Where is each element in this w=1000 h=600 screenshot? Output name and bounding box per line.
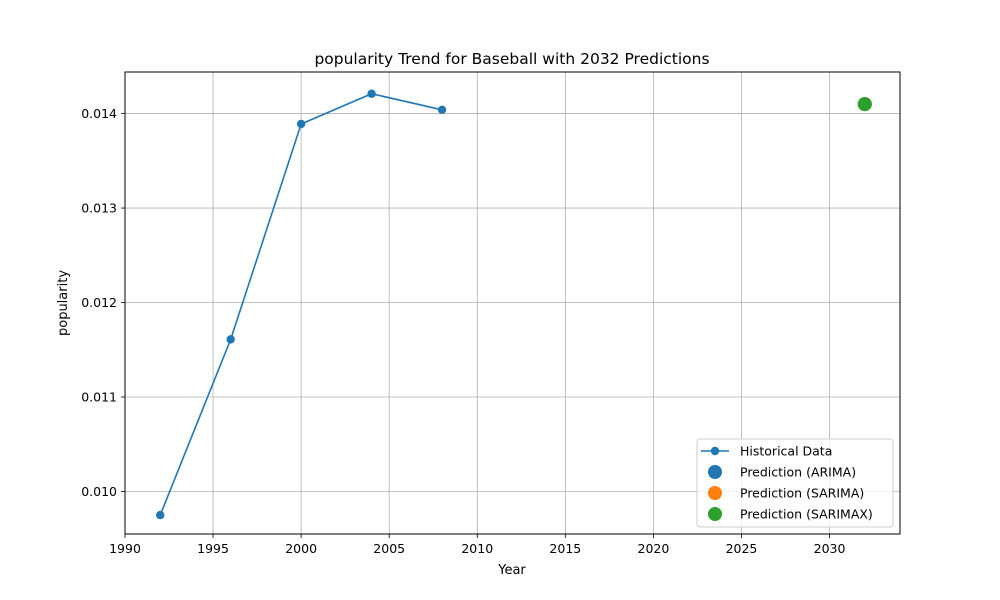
legend-label: Prediction (ARIMA) [740,465,856,480]
historical-point [367,89,376,98]
prediction-point [857,97,872,112]
y-axis-label: popularity [56,270,71,336]
y-axis: 0.010 0.011 0.012 0.013 0.014 [81,106,125,499]
x-tick-label: 1995 [197,541,229,556]
y-tick-label: 0.013 [81,201,117,216]
legend-marker [708,486,722,500]
plot-frame [124,71,901,535]
x-tick-label: 2000 [285,541,317,556]
legend-label: Historical Data [740,444,832,459]
y-tick-label: 0.014 [81,106,117,121]
legend-box [696,438,894,528]
legend-label: Prediction (SARIMA) [740,486,864,501]
y-tick-label: 0.010 [81,484,117,499]
historical-point [296,119,306,129]
legend: Historical Data Prediction (ARIMA) Predict… [696,438,894,528]
x-axis: 1990 1995 2000 2005 2010 2015 2020 2025 2030 [109,534,845,556]
legend-label: Prediction (SARIMAX) [740,507,873,522]
x-axis-label: Year [497,563,526,578]
y-tick-label: 0.012 [81,295,117,310]
historical-point [156,510,165,520]
chart-title: popularity Trend for Baseball with 2032 … [314,50,709,68]
x-tick-label: 1990 [109,541,141,556]
y-tick-label: 0.011 [81,390,117,405]
series-0 [156,89,447,520]
x-tick-label: 2030 [814,541,846,556]
x-tick-label: 2010 [461,541,493,556]
historical-point [437,105,447,114]
legend-marker [710,446,720,456]
x-tick-label: 2015 [549,541,581,556]
legend-marker [708,465,722,479]
x-tick-label: 2025 [726,541,758,556]
series-3 [857,97,872,112]
series-layer [156,89,872,520]
historical-point [226,335,235,344]
x-tick-label: 2005 [373,541,405,556]
x-tick-label: 2020 [638,541,670,556]
legend-marker [708,507,722,521]
